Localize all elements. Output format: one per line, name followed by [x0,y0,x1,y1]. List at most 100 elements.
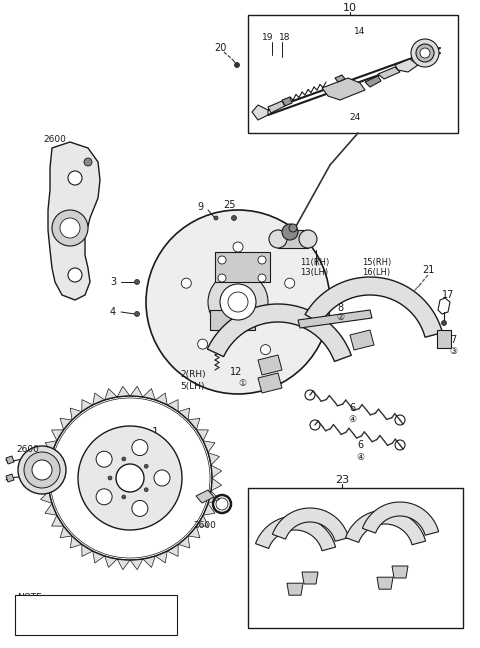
Text: 6: 6 [357,440,363,450]
Circle shape [198,339,208,349]
Text: 10: 10 [343,3,357,13]
Polygon shape [196,490,214,503]
Polygon shape [203,441,215,453]
Circle shape [218,274,226,282]
Circle shape [32,460,52,480]
Circle shape [154,470,170,486]
Polygon shape [207,304,351,362]
Circle shape [122,457,126,461]
Polygon shape [178,408,190,420]
Circle shape [231,216,237,220]
Bar [15,595,177,635]
Polygon shape [350,330,374,350]
Text: 6: 6 [349,403,355,413]
Polygon shape [178,536,190,548]
Polygon shape [117,386,130,397]
Polygon shape [188,418,200,430]
Polygon shape [273,508,348,541]
Circle shape [235,62,240,67]
Polygon shape [40,453,52,465]
Polygon shape [395,59,418,72]
Bar [215,252,270,282]
Polygon shape [82,544,93,557]
Circle shape [134,279,140,284]
Polygon shape [143,389,156,400]
Text: 9: 9 [197,202,203,212]
Polygon shape [278,230,308,248]
Circle shape [258,256,266,264]
Polygon shape [362,502,439,535]
Circle shape [134,312,140,316]
Polygon shape [143,556,156,568]
Polygon shape [335,75,345,82]
Polygon shape [82,400,93,411]
Polygon shape [208,491,219,503]
Circle shape [68,268,82,282]
Polygon shape [203,503,215,515]
Text: 18: 18 [279,34,291,43]
Polygon shape [287,583,303,596]
Polygon shape [346,510,426,545]
Text: 8: 8 [337,303,343,313]
Polygon shape [208,453,219,465]
Polygon shape [105,556,117,568]
Circle shape [282,224,298,240]
Text: ③: ③ [449,347,457,356]
Circle shape [442,321,446,325]
Text: 21: 21 [422,265,434,275]
Circle shape [181,278,192,288]
Circle shape [60,218,80,238]
Text: 4: 4 [110,307,116,317]
Text: 5(LH): 5(LH) [180,382,204,391]
Polygon shape [60,526,72,538]
Polygon shape [40,491,52,503]
Polygon shape [6,456,14,464]
Polygon shape [45,503,57,515]
Polygon shape [305,277,443,337]
Polygon shape [93,393,105,405]
Circle shape [285,278,295,288]
Circle shape [96,451,112,467]
Polygon shape [258,355,282,375]
Text: 11(RH): 11(RH) [300,257,329,266]
Circle shape [18,446,66,494]
Polygon shape [268,101,285,113]
Circle shape [96,489,112,505]
Text: 13(LH): 13(LH) [300,268,328,277]
Bar [437,330,451,348]
Polygon shape [70,408,82,420]
Text: 2600: 2600 [193,520,216,529]
Polygon shape [392,566,408,578]
Circle shape [214,216,218,220]
Polygon shape [188,526,200,538]
Circle shape [289,224,297,232]
Circle shape [233,242,243,252]
Text: 17: 17 [442,290,454,300]
Text: NOTE: NOTE [17,592,42,601]
Polygon shape [211,478,222,491]
Circle shape [258,274,266,282]
Circle shape [208,272,268,332]
Polygon shape [156,551,167,563]
Text: 20: 20 [214,43,226,53]
Text: 1: 1 [152,427,158,437]
Circle shape [132,500,148,516]
Circle shape [218,256,226,264]
Polygon shape [6,474,14,482]
Text: THE NO.22 : ① ~ ⑤: THE NO.22 : ① ~ ⑤ [17,608,103,616]
Circle shape [269,230,287,248]
Bar [248,488,463,628]
Text: 12: 12 [230,367,242,377]
Circle shape [144,464,148,469]
Text: ②: ② [336,314,344,323]
Circle shape [24,452,60,488]
Text: ①: ① [238,380,246,389]
Polygon shape [156,393,167,405]
Circle shape [420,48,430,58]
Text: 25: 25 [224,200,236,210]
Text: 3: 3 [110,277,116,287]
Polygon shape [51,515,64,526]
Text: 15(RH): 15(RH) [362,257,391,266]
Polygon shape [93,551,105,563]
Bar [248,15,458,133]
